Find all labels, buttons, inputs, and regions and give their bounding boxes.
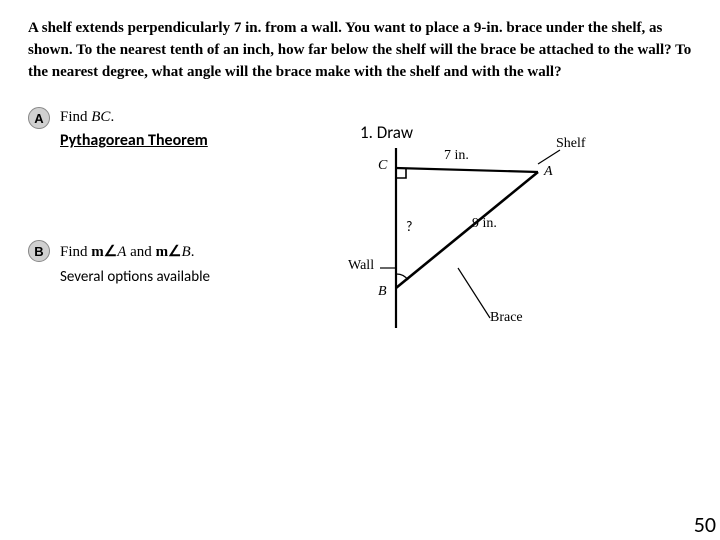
page-number: 50 [694,511,716,538]
pa-prefix: Find [60,109,91,125]
pb-suffix: . [191,244,195,260]
label-brace: Brace [490,310,523,326]
brace-line [396,172,538,288]
pb-m2: m∠ [156,244,182,260]
pb-and: and [126,244,155,260]
label-c: C [378,158,387,174]
label-wall: Wall [348,258,374,274]
diagram: C A B 7 in. 9 in. Shelf Wall Brace ? [350,140,610,340]
part-b-prompt: Find m∠A and m∠B. [60,240,194,261]
pa-suffix: . [110,109,114,125]
pa-var: BC [91,109,110,125]
diagram-svg [350,140,610,340]
problem-statement: A shelf extends perpendicularly 7 in. fr… [0,0,720,93]
pb-m1: m∠ [91,244,117,260]
label-shelf: Shelf [556,136,586,152]
shelf-line [396,168,538,172]
label-b: B [378,284,387,300]
part-a-prompt: Find BC. [60,107,114,126]
pb-v2: B [182,244,191,260]
part-b-marker: B [28,240,50,262]
label-unknown: ? [406,218,413,235]
pb-v1: A [117,244,126,260]
pb-prefix: Find [60,244,91,260]
brace-leader [458,268,490,318]
label-a: A [544,164,553,180]
shelf-leader [538,150,560,164]
right-angle-marker [396,168,406,178]
part-a-marker: A [28,107,50,129]
label-hyplen: 9 in. [472,216,497,232]
label-toplen: 7 in. [444,148,469,164]
